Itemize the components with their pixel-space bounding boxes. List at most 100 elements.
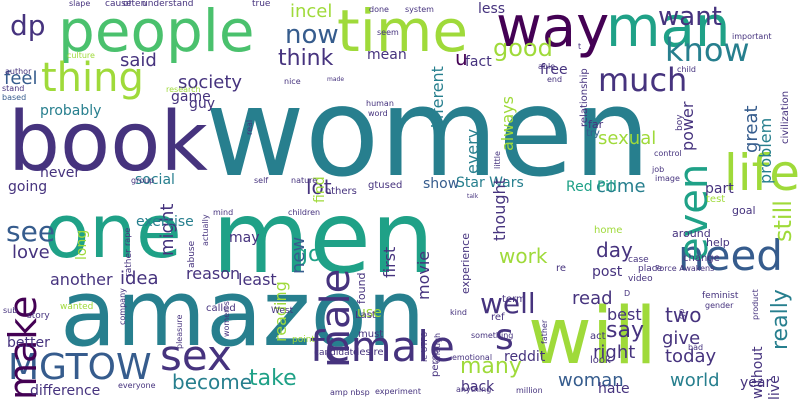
cloud-word-term: term — [502, 294, 526, 305]
cloud-word-fact: fact — [465, 54, 492, 70]
cloud-word-best: best — [607, 305, 642, 324]
cloud-word-word: word — [368, 109, 388, 118]
cloud-word-test: test — [706, 194, 726, 205]
cloud-word-now: now — [285, 20, 339, 50]
cloud-word-image: image — [655, 174, 680, 183]
cloud-word-product: product — [751, 289, 760, 320]
cloud-word-mean: mean — [367, 47, 407, 63]
cloud-word-re: re — [556, 263, 567, 274]
cloud-word-live: live — [767, 375, 783, 400]
cloud-word-everyone: everyone — [118, 381, 156, 390]
cloud-word-research: research — [166, 85, 201, 94]
cloud-word-good: good — [493, 34, 553, 62]
cloud-word-civilization: civilization — [780, 90, 791, 144]
cloud-word-world: world — [670, 370, 720, 391]
cloud-word-must: must — [358, 329, 384, 340]
cloud-word-person: person — [430, 342, 441, 377]
cloud-word-company: company — [118, 288, 127, 325]
cloud-word-abuse: abuse — [187, 240, 197, 268]
cloud-word-amp-nbsp: amp nbsp — [330, 388, 370, 397]
cloud-word-star-wars: Star Wars — [456, 175, 524, 191]
cloud-word-know: know — [665, 31, 750, 69]
cloud-word-least: least — [238, 270, 277, 289]
cloud-word-desire: desire — [353, 347, 384, 358]
cloud-word-really: really — [768, 289, 793, 350]
cloud-word-will: will — [528, 292, 657, 382]
cloud-word-without: without — [750, 346, 766, 399]
cloud-word-child: child — [677, 65, 696, 74]
cloud-word-life: life — [723, 144, 800, 202]
cloud-word-control: control — [654, 149, 682, 158]
cloud-word-much: much — [598, 61, 688, 99]
cloud-word-million: million — [516, 386, 543, 395]
cloud-word-found: found — [355, 272, 368, 304]
cloud-word-man: man — [606, 0, 731, 60]
cloud-word-pleasure: pleasure — [175, 314, 184, 349]
cloud-word-said: said — [120, 50, 157, 71]
cloud-word-u: u — [455, 46, 468, 70]
cloud-word-t: t — [578, 42, 582, 51]
cloud-word-free: free — [540, 62, 568, 78]
cloud-word-sub: sub — [3, 306, 18, 315]
cloud-word-may: may — [229, 230, 260, 246]
cloud-word-part: part — [705, 181, 734, 197]
cloud-word-women-s: women s — [222, 301, 231, 337]
cloud-word-bad: bad — [688, 343, 704, 352]
cloud-word-try: try — [586, 128, 600, 139]
cloud-word-act: act — [590, 331, 606, 342]
cloud-word-real: real — [245, 119, 254, 135]
cloud-word-end: end — [547, 75, 563, 84]
cloud-word-long: long — [74, 229, 90, 260]
cloud-word-probably: probably — [40, 103, 102, 119]
cloud-word-something: something — [471, 331, 514, 340]
cloud-word-gtused: gtused — [368, 180, 403, 191]
cloud-word-feel: feel — [4, 68, 38, 89]
cloud-word-want: want — [658, 2, 722, 32]
cloud-word-often: often — [123, 0, 147, 9]
cloud-word-mgtow: MGTOW — [8, 347, 152, 388]
cloud-word-exercise: exercise — [136, 214, 194, 230]
cloud-word-movie: movie — [414, 250, 433, 300]
cloud-word-social: social — [135, 172, 175, 188]
cloud-word-reason: reason — [186, 264, 241, 283]
cloud-word-well: well — [480, 287, 536, 320]
cloud-word-different: different — [428, 66, 447, 134]
cloud-word-gp: gp — [677, 308, 686, 319]
cloud-word-become: become — [172, 370, 253, 394]
cloud-word-right: right — [593, 342, 636, 363]
cloud-word-year: year — [740, 375, 772, 391]
cloud-word-story: story — [27, 311, 50, 321]
cloud-word-use: use — [357, 305, 382, 321]
cloud-word-many: many — [460, 354, 522, 379]
cloud-word-father: father — [540, 319, 549, 344]
cloud-word-anything: anything — [456, 385, 492, 394]
cloud-word-children: children — [288, 208, 321, 217]
cloud-word-never: never — [40, 165, 81, 181]
cloud-word-woman: woman — [558, 370, 624, 391]
cloud-word-first: first — [380, 246, 399, 278]
cloud-word-idea: idea — [120, 268, 159, 289]
cloud-word-around: around — [672, 227, 711, 240]
cloud-word-thought: thought — [490, 178, 509, 241]
cloud-word-human: human — [366, 99, 394, 108]
cloud-word-back: back — [461, 379, 495, 395]
cloud-word-seem: seem — [377, 28, 399, 37]
cloud-word-talk: talk — [467, 193, 479, 200]
cloud-word-hate: hate — [598, 381, 630, 397]
cloud-word-show: show — [423, 176, 460, 192]
cloud-word-dp: dp — [10, 9, 46, 42]
cloud-word-important: important — [732, 32, 772, 41]
cloud-word-nice: nice — [284, 77, 301, 86]
cloud-word-help: help — [706, 236, 730, 249]
cloud-word-self: self — [254, 176, 269, 185]
cloud-word-wanted: wanted — [60, 302, 94, 312]
cloud-word-others: others — [325, 186, 357, 197]
cloud-word-cause: cause — [105, 0, 132, 9]
cloud-word-society: society — [178, 72, 243, 93]
cloud-word-video: video — [628, 274, 653, 284]
cloud-word-far: far — [588, 118, 604, 131]
cloud-word-post: post — [592, 264, 623, 280]
cloud-word-work: work — [499, 244, 548, 268]
cloud-word-see: see — [6, 215, 56, 248]
cloud-word-women: women — [205, 62, 651, 204]
